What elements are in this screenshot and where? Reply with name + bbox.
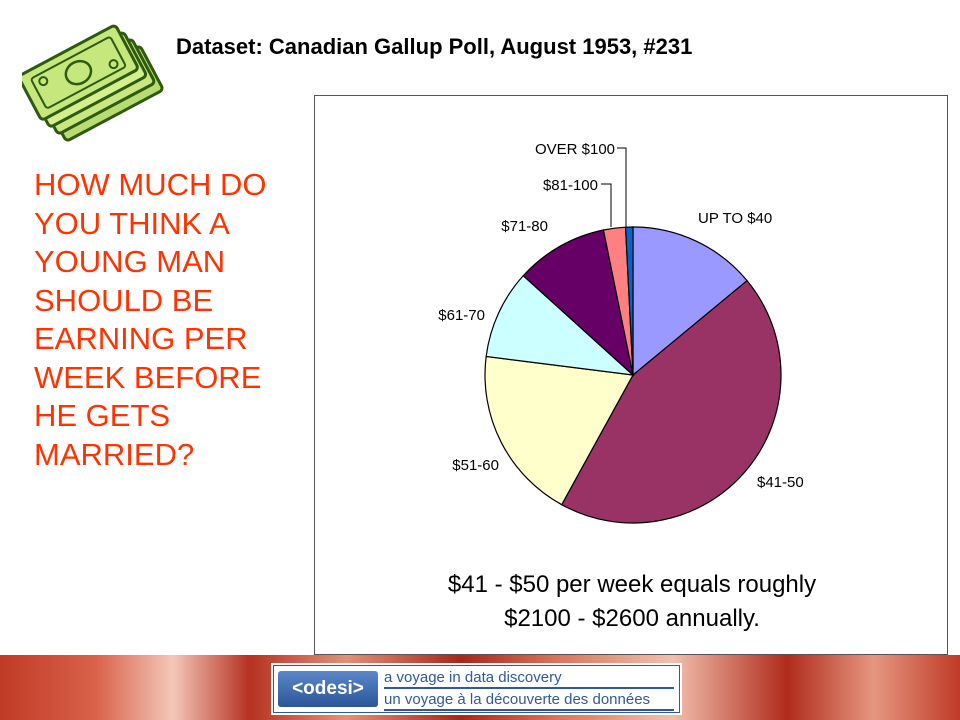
- leader-line-81-100: [601, 183, 612, 227]
- slice-label-71-80: $71-80: [501, 218, 548, 235]
- pie-chart: UP TO $40 $41-50 $51-60 $61-70 $71-80 $81-100…: [438, 141, 804, 524]
- odesi-banner: <odesi> a voyage in data discovery un vo…: [273, 665, 680, 713]
- slice-label-over-100: OVER $100: [535, 141, 615, 158]
- money-stack-icon: [22, 24, 164, 142]
- slice-label-up-to-40: UP TO $40: [698, 210, 772, 227]
- tagline-french: un voyage à la découverte des données: [384, 690, 674, 711]
- chart-note: $41 - $50 per week equals roughly $2100 …: [315, 568, 949, 636]
- leader-line-over-100: [617, 147, 627, 227]
- pie-slice-51-60: [484, 355, 634, 506]
- dataset-title: Dataset: Canadian Gallup Poll, August 19…: [176, 34, 693, 59]
- pie-slice-71-80: [522, 229, 634, 377]
- slice-label-81-100: $81-100: [543, 177, 598, 194]
- slice-label-61-70: $61-70: [438, 307, 485, 324]
- survey-question: HOW MUCH DO YOU THINK A YOUNG MAN SHOULD…: [34, 167, 267, 472]
- slice-label-41-50: $41-50: [757, 474, 804, 491]
- chart-note-line-1: $41 - $50 per week equals roughly: [447, 571, 817, 598]
- pie-slice-41-50: [560, 279, 782, 524]
- pie-slice-over-100: [624, 226, 634, 376]
- pie-slice-61-70: [485, 274, 635, 376]
- chart-note-line-2: $2100 - $2600 annually.: [504, 605, 760, 632]
- pie-chart-panel: UP TO $40 $41-50 $51-60 $61-70 $71-80 $81-100…: [314, 95, 948, 655]
- slice-label-51-60: $51-60: [452, 457, 499, 474]
- tagline-english: a voyage in data discovery: [384, 668, 674, 689]
- odesi-logo: <odesi>: [278, 671, 378, 707]
- pie-slice-up-to-40: [632, 226, 748, 377]
